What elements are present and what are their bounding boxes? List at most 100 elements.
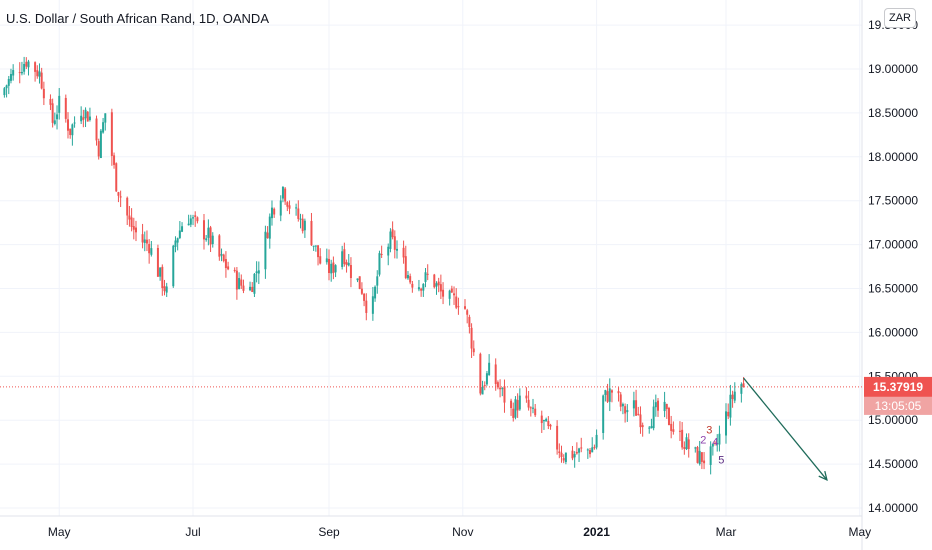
candle-body: [178, 230, 181, 238]
candle-body: [479, 353, 482, 394]
candle-body: [564, 452, 567, 463]
x-tick-label: May: [848, 525, 871, 539]
candle-body: [95, 118, 98, 141]
candle-body: [694, 447, 697, 449]
candle-body: [310, 220, 313, 246]
candle-body: [176, 238, 179, 243]
candle-body: [393, 236, 396, 250]
candle-body: [365, 300, 368, 313]
candle-body: [205, 238, 208, 241]
candle-body: [325, 258, 328, 263]
candle-body: [233, 269, 236, 271]
candle-body: [619, 394, 622, 407]
candle-body: [608, 388, 611, 402]
candle-body: [547, 421, 550, 426]
candle-body: [681, 429, 684, 448]
candle-body: [641, 425, 644, 428]
price-tag-value: 15.37919: [873, 380, 923, 394]
projection-arrow: [743, 377, 828, 481]
candle-body: [389, 231, 392, 249]
candle-body: [374, 286, 377, 299]
wave-label: 3: [706, 424, 712, 436]
candle-body: [733, 391, 736, 401]
candle-body: [224, 259, 227, 269]
candle-body: [174, 240, 177, 247]
candle-body: [740, 384, 743, 394]
x-tick-label: Sep: [318, 525, 340, 539]
candle-body: [40, 72, 43, 89]
candle-body: [422, 283, 425, 291]
candle-body: [242, 285, 245, 291]
candle-body: [709, 446, 712, 465]
y-tick-label: 17.00000: [868, 238, 918, 252]
x-tick-label: Nov: [452, 525, 473, 539]
wave-label: 4: [712, 436, 718, 448]
candle-body: [115, 163, 118, 192]
candle-body: [53, 120, 56, 125]
candle-body: [194, 215, 197, 217]
last-price-tag: 15.37919 13:05:05: [864, 376, 932, 415]
candle-body: [501, 388, 504, 390]
candle-body: [220, 254, 223, 256]
candle-body: [455, 296, 458, 308]
candle-body: [727, 411, 730, 417]
candle-body: [156, 247, 159, 277]
candle-body: [534, 408, 537, 416]
candle-body: [165, 286, 168, 293]
x-tick-label: Jul: [185, 525, 200, 539]
candle-body: [626, 410, 629, 413]
candle-body: [141, 234, 144, 243]
price-axis: 19.5000019.0000018.5000018.0000017.50000…: [868, 18, 918, 515]
candle-body: [481, 387, 484, 395]
candle-body: [222, 254, 225, 261]
candle-body: [378, 253, 381, 275]
candle-body: [602, 395, 605, 433]
candle-body: [685, 437, 688, 450]
candle-body: [218, 235, 221, 257]
candle-body: [38, 71, 41, 77]
y-tick-label: 19.00000: [868, 62, 918, 76]
candle-body: [345, 262, 348, 265]
y-tick-label: 14.00000: [868, 501, 918, 515]
candle-body: [34, 62, 37, 72]
candle-body: [102, 122, 105, 133]
time-axis: May Jul Sep Nov 2021 Mar May: [48, 525, 871, 539]
candle-body: [273, 208, 276, 215]
candle-body: [7, 78, 10, 86]
candle-body: [663, 401, 666, 412]
candle-body: [652, 406, 655, 429]
candle-body: [284, 188, 287, 202]
candle-body: [470, 327, 473, 349]
candle-body: [468, 316, 471, 327]
candle-body: [463, 306, 466, 309]
candle-body: [288, 205, 291, 209]
candle-body: [624, 406, 627, 414]
candle-body: [181, 226, 184, 232]
candle-body: [238, 278, 241, 289]
countdown-value: 13:05:05: [875, 399, 922, 413]
candle-body: [589, 450, 592, 455]
candle-body: [42, 88, 45, 99]
candle-body: [591, 447, 594, 453]
candle-body: [450, 288, 453, 293]
candle-body: [406, 275, 409, 279]
candle-body: [99, 130, 102, 159]
candle-body: [703, 460, 706, 464]
candle-body: [376, 276, 379, 286]
candle-body: [714, 442, 717, 444]
candle-body: [466, 310, 469, 315]
candle-body: [71, 124, 74, 136]
candle-body: [196, 217, 199, 222]
candle-body: [448, 290, 451, 299]
candle-body: [657, 400, 660, 411]
candle-body: [319, 256, 322, 264]
candle-body: [387, 246, 390, 256]
candle-body: [510, 400, 513, 409]
candle-body: [411, 283, 414, 288]
y-tick-label: 16.50000: [868, 282, 918, 296]
y-tick-label: 17.50000: [868, 194, 918, 208]
currency-badge[interactable]: ZAR: [884, 8, 916, 28]
candle-body: [73, 122, 76, 124]
candle-body: [110, 112, 113, 156]
